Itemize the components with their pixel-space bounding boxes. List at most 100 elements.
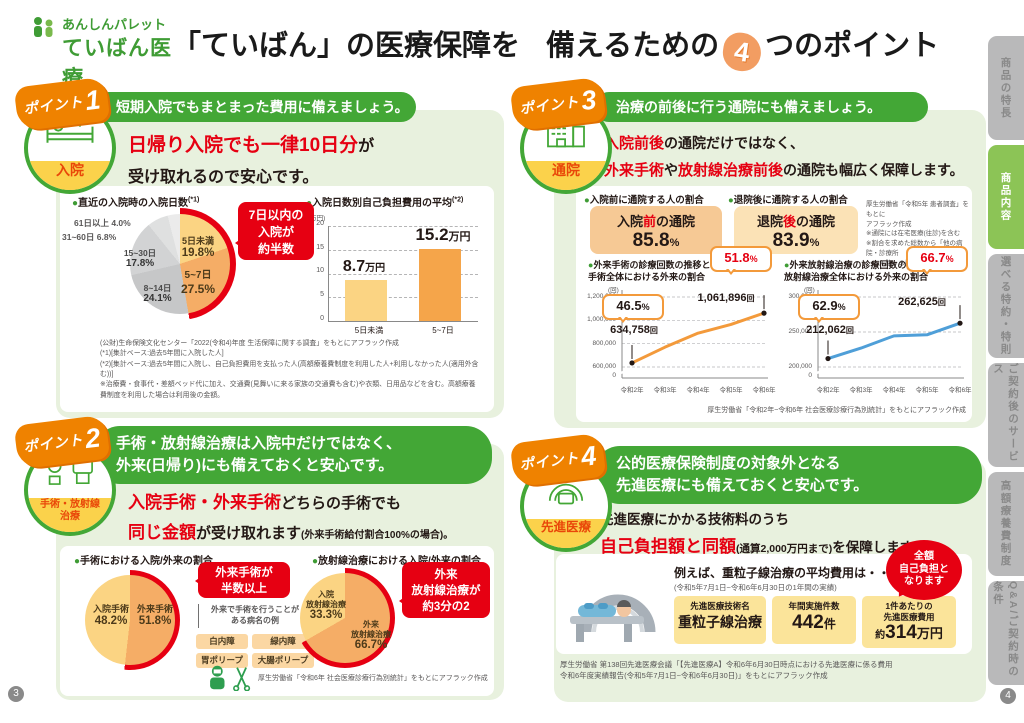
pie1-label-8-14: 8~14日 24.1%: [143, 283, 172, 305]
point4-intro: 例えば、重粒子線治療の平均費用は・・・・: [674, 566, 915, 580]
pie1-label-31-60: 31~60日 6.8%: [62, 232, 117, 242]
point1-headline-line2: 受け取れるので安心です。: [128, 169, 319, 186]
gridline: [328, 273, 478, 275]
pie1-callout: 7日以内の 入院が 約半数: [235, 202, 314, 260]
point3-source: 厚生労働省「令和2年~令和6年 社会医療診療行為別統計」をもとにアフラック作成: [707, 407, 966, 414]
tab-product-contents[interactable]: 商品内容: [988, 145, 1024, 249]
point2-icon-label1: 手術・放射線: [40, 499, 100, 511]
bar-title-note: (*2): [452, 196, 464, 204]
pre-admission-stat-box: 入院前の通院 85.8%: [590, 206, 722, 254]
point2-source: 厚生労働省「令和6年 社会医療診療行為別統計」をもとにアフラック作成: [258, 675, 488, 682]
point2-card: ●手術における入院/外来の割合 ●放射線治療における入院/外来の割合 入院手術 4…: [60, 546, 494, 696]
badge-number: 1: [83, 83, 102, 116]
point4-card: 例えば、重粒子線治療の平均費用は・・・・ (令和5年7月1日~令和6年6月30日…: [556, 540, 972, 654]
pie1-title: ●直近の入院時の入院日数(*1): [72, 194, 199, 209]
bar-value-5to7: 15.2万円: [415, 225, 471, 244]
point1-headline-tail: が: [358, 138, 375, 155]
page-title-part3: つのポイント: [765, 30, 940, 62]
point3-headline: 入院前後の通院だけではなく、 外来手術や放射線治療前後の通院も幅広く保障します。: [604, 135, 964, 179]
bar-title-text: 入院日数別自己負担費用の平均: [312, 198, 453, 209]
bar-x-axis: [328, 321, 478, 322]
point4-source: 厚生労働省 第138回先進医療会議「【先進医療A】令和6年6月30日時点における…: [560, 660, 893, 681]
tab-after-contract-services[interactable]: ご契約後のサービス: [988, 363, 1024, 467]
lineA-unit: (回): [608, 287, 619, 294]
point2-banner: 手術・放射線治療は入院中だけではなく、 外来(日帰り)にも備えておくと安心です。: [94, 426, 492, 484]
badge-number: 3: [579, 83, 598, 116]
bar-chart: [329, 226, 477, 321]
tab-label: 高額療養費制度: [999, 480, 1012, 568]
point4-intro-sub: (令和5年7月1日~令和6年6月30日の1年間の実績): [674, 583, 837, 592]
page-number-right: 4: [1000, 688, 1016, 704]
icon-band: 手術・放射線 治療: [28, 498, 112, 532]
point2-banner-line2: 外来(日帰り)にも備えておくと安心です。: [116, 457, 394, 474]
point4-headline-line1: 先進医療にかかる技術料のうち: [600, 512, 789, 527]
tab-high-cost-medical-system[interactable]: 高額療養費制度: [988, 472, 1024, 576]
pie2b-label-inpatient: 入院 放射線治療 33.3%: [306, 590, 346, 622]
bar-ytick: 10: [316, 267, 324, 274]
point2-banner-line1: 手術・放射線治療は入院中だけではなく、: [116, 434, 402, 452]
pie2b-radiation: [300, 573, 390, 663]
advanced-medical-icon: [548, 483, 584, 505]
point1-footnotes: (公財)生命保険文化センター「2022(令和4)年度 生活保障に関する調査」をも…: [100, 340, 479, 399]
badge-number: 4: [579, 439, 598, 472]
bar-ytick: 5: [320, 291, 324, 298]
badge-text: ポイント: [22, 93, 85, 117]
badge-text: ポイント: [518, 93, 581, 117]
bar-ytick: 20: [316, 220, 324, 227]
point3-icon-label: 通院: [552, 161, 580, 178]
tab-optional-riders[interactable]: 選べる特約・特則: [988, 254, 1024, 358]
pie2b-title: ●放射線治療における入院/外来の割合: [312, 556, 481, 567]
pie2a-callout: 外来手術が 半数以上: [195, 562, 290, 598]
palette-people-icon: [28, 14, 58, 49]
pie1-label-5-7: 5~7日 27.5%: [180, 270, 216, 296]
ct-scanner-illustration: [564, 560, 668, 653]
pie2b-callout: 外来 放射線治療が 約3分の2: [399, 562, 490, 618]
tab-label: Q&A/ご契約時の条件: [992, 581, 1019, 678]
section-tab-bar: 商品の特長 商品内容 選べる特約・特則 ご契約後のサービス 高額療養費制度 Q&…: [988, 36, 1024, 690]
point2-headline: 入院手術・外来手術どちらの手術でも 同じ金額が受け取れます(外来手術給付割合10…: [128, 488, 453, 543]
pie2a-label-outpatient: 外来手術 51.8%: [136, 604, 173, 627]
disease-chip-grid: 白内障 緑内障 胃ポリープ 大腸ポリープ: [196, 634, 314, 668]
lineB-unit: (回): [804, 287, 815, 294]
lineB-plot: [814, 290, 964, 379]
lineB-last-pct-callout: 66.7%: [906, 246, 968, 275]
bar-unit: (万円): [308, 215, 326, 222]
point4-headline: 先進医療にかかる技術料のうち 自己負担額と同額(通算2,000万円まで)を保障し…: [600, 508, 925, 557]
bar-xlabel-5to7: 5~7日: [432, 326, 454, 335]
icon-band: 先進医療: [524, 518, 608, 548]
pie1-label-15-30: 15~30日 17.8%: [123, 248, 157, 270]
bar-title: ●入院日数別自己負担費用の平均(*2): [306, 194, 463, 209]
icon-band: 入院: [28, 160, 112, 190]
lineB-first-value: 212,062回: [806, 324, 854, 336]
page-title-part1: 「ていばん」の医療保障を: [172, 30, 521, 62]
point2-headline-black1: どちらの手術でも: [281, 495, 402, 512]
bar-ytick: 15: [316, 244, 324, 251]
tab-qa-contract-conditions[interactable]: Q&A/ご契約時の条件: [988, 581, 1024, 685]
lineB-last-value: 262,625回: [898, 296, 946, 308]
bar-under5: [345, 279, 387, 321]
chip-colon-polyp: 大腸ポリープ: [252, 653, 314, 668]
gridline: [328, 226, 478, 227]
point1-banner-text: 短期入院でもまとまった費用に備えましょう。: [116, 98, 409, 115]
point4-icon-label: 先進医療: [540, 519, 591, 534]
full-self-pay-bubble: 全額 自己負担と なります: [886, 540, 962, 600]
tab-label: 商品の特長: [999, 56, 1012, 120]
bar-y-axis: [328, 226, 329, 321]
point3-banner-text: 治療の前後に行う通院にも備えましょう。: [616, 98, 882, 115]
page-number-left: 3: [8, 686, 24, 702]
tab-product-features[interactable]: 商品の特長: [988, 36, 1024, 140]
bar-value-under5: 8.7万円: [342, 258, 386, 275]
bar-5to7: [419, 248, 461, 321]
annual-cases-box: 年間実施件数 442件: [772, 596, 856, 644]
chip-cataract: 白内障: [196, 634, 248, 649]
logo-subtitle: あんしんパレット: [62, 17, 167, 32]
lineA-last-pct-callout: 51.8%: [710, 246, 772, 275]
brand-logo: あんしんパレット ていばん医療: [28, 12, 178, 90]
point2-headline-small: (外来手術給付割合100%の場合)。: [301, 530, 454, 541]
bar-ytick: 0: [320, 315, 324, 322]
badge-text: ポイント: [518, 449, 581, 473]
technology-name-box: 先進医療技術名 重粒子線治療: [674, 596, 766, 644]
point3-banner: 治療の前後に行う通院にも備えましょう。: [594, 92, 928, 122]
lineA-first-pct-callout: 46.5%: [602, 294, 664, 323]
